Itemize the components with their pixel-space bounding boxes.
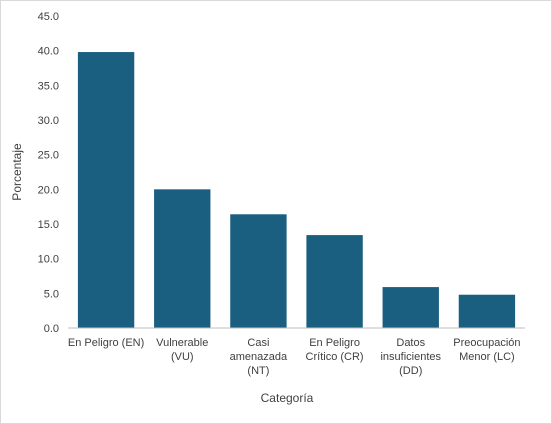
x-category-label: Vulnerable (VU)	[156, 337, 208, 363]
y-tick-label: 30.0	[38, 115, 59, 127]
y-tick-label: 10.0	[38, 254, 59, 266]
x-category-label: En Peligro (EN)	[68, 337, 144, 349]
y-tick-label: 40.0	[38, 46, 59, 58]
bar	[77, 52, 135, 328]
y-tick-label: 0.0	[44, 323, 59, 335]
x-axis-categories: En Peligro (EN) Vulnerable (VU) Casi amenaza…	[68, 337, 521, 377]
y-tick-label: 25.0	[38, 150, 59, 162]
bar	[230, 214, 287, 328]
x-axis-title: Categoría	[261, 391, 314, 405]
x-category-label: Datos insuficientes (DD)	[380, 337, 441, 377]
x-category-label: Casi amenazada (NT)	[230, 337, 288, 377]
y-tick-label: 5.0	[44, 288, 59, 300]
bar	[458, 294, 516, 328]
y-tick-label: 20.0	[38, 184, 59, 196]
bars	[77, 52, 516, 328]
y-tick-label: 35.0	[38, 80, 59, 92]
bar	[306, 235, 363, 328]
x-category-label: Preocupación Menor (LC)	[453, 337, 520, 363]
bar	[154, 189, 211, 328]
y-tick-label: 45.0	[38, 11, 59, 23]
bar	[382, 287, 439, 328]
y-axis-ticks: 0.0 5.0 10.0 15.0 20.0 25.0 30.0 35.0 40.0 45.0	[38, 11, 59, 335]
y-axis-title: Porcentaje	[10, 143, 24, 201]
x-category-label: En Peligro Crítico (CR)	[306, 337, 364, 363]
y-tick-label: 15.0	[38, 219, 59, 231]
